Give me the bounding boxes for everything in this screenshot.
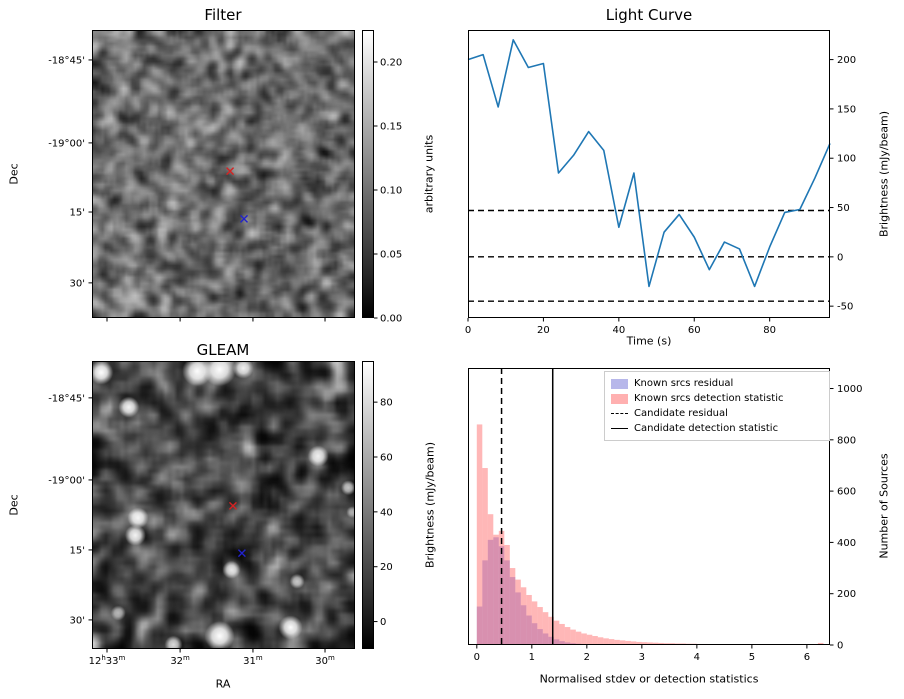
svg-text:30m: 30m (315, 654, 335, 667)
svg-text:32m: 32m (170, 654, 190, 667)
svg-text:50: 50 (837, 203, 850, 214)
gleam-colorbar-label: Brightness (mJy/beam) (423, 441, 437, 569)
histogram-xlabel: Normalised stdev or detection statistics (539, 672, 759, 686)
legend-dashed-line-icon (611, 413, 628, 414)
svg-text:-18°45': -18°45' (48, 55, 85, 66)
legend-solid-line-icon (611, 428, 628, 429)
svg-text:31m: 31m (243, 654, 263, 667)
svg-text:5: 5 (749, 652, 755, 663)
gleam-sky-image (92, 361, 355, 649)
svg-text:15': 15' (70, 545, 85, 556)
filter-colorbar (362, 30, 374, 318)
legend-label: Candidate residual (634, 408, 728, 419)
svg-text:150: 150 (837, 104, 856, 115)
svg-text:12h33m: 12h33m (89, 654, 126, 667)
filter-title: Filter (204, 6, 242, 24)
svg-text:80: 80 (763, 325, 776, 336)
filter-sky-image (92, 30, 355, 318)
legend-item: Known srcs detection statistic (611, 391, 823, 406)
svg-text:800: 800 (837, 435, 856, 446)
legend-label: Candidate detection statistic (634, 423, 779, 434)
svg-text:100: 100 (837, 154, 856, 165)
svg-text:30': 30' (70, 615, 85, 626)
svg-text:-50: -50 (837, 302, 853, 313)
gleam-title: GLEAM (196, 341, 250, 359)
svg-text:3: 3 (639, 652, 645, 663)
gleam-ylabel: Dec (7, 494, 21, 516)
svg-text:0: 0 (465, 325, 471, 336)
svg-text:0: 0 (837, 252, 843, 263)
svg-text:60: 60 (688, 325, 701, 336)
svg-text:2: 2 (584, 652, 590, 663)
legend-item: Candidate detection statistic (611, 421, 823, 436)
svg-text:0: 0 (380, 617, 386, 628)
svg-text:-18°45': -18°45' (48, 393, 85, 404)
svg-text:40: 40 (380, 507, 393, 518)
svg-text:0.20: 0.20 (380, 58, 402, 69)
filter-colorbar-label: arbitrary units (422, 134, 436, 214)
svg-text:1000: 1000 (837, 384, 862, 395)
legend-swatch-residual (611, 378, 628, 389)
svg-text:0.10: 0.10 (380, 186, 402, 197)
svg-text:60: 60 (380, 453, 393, 464)
svg-text:-19°00': -19°00' (48, 138, 85, 149)
svg-text:6: 6 (804, 652, 810, 663)
legend-label: Known srcs residual (634, 378, 734, 389)
svg-text:200: 200 (837, 589, 856, 600)
svg-text:15': 15' (70, 208, 85, 219)
gleam-colorbar (362, 361, 374, 649)
svg-text:400: 400 (837, 538, 856, 549)
svg-text:0: 0 (474, 652, 480, 663)
legend-item: Candidate residual (611, 406, 823, 421)
svg-text:20: 20 (537, 325, 550, 336)
svg-text:1: 1 (529, 652, 535, 663)
light-curve-xlabel: Time (s) (626, 334, 672, 348)
svg-text:-19°00': -19°00' (48, 475, 85, 486)
legend-label: Known srcs detection statistic (634, 393, 784, 404)
gleam-xlabel: RA (215, 677, 231, 691)
histogram-legend: Known srcs residual Known srcs detection… (604, 371, 830, 441)
filter-ylabel: Dec (7, 163, 21, 185)
svg-text:0.15: 0.15 (380, 122, 402, 133)
legend-swatch-detection (611, 393, 628, 404)
svg-text:200: 200 (837, 55, 856, 66)
svg-text:600: 600 (837, 487, 856, 498)
svg-text:80: 80 (380, 398, 393, 409)
svg-text:4: 4 (694, 652, 700, 663)
histogram-ylabel: Number of Sources (877, 453, 891, 559)
svg-text:40: 40 (612, 325, 625, 336)
svg-text:20: 20 (380, 562, 393, 573)
light-curve-ylabel: Brightness (mJy/beam) (877, 110, 891, 238)
legend-item: Known srcs residual (611, 376, 823, 391)
svg-text:0: 0 (837, 641, 843, 652)
light-curve-title: Light Curve (605, 6, 693, 24)
svg-text:0.00: 0.00 (380, 314, 402, 325)
svg-text:30': 30' (70, 278, 85, 289)
svg-text:0.05: 0.05 (380, 250, 402, 261)
